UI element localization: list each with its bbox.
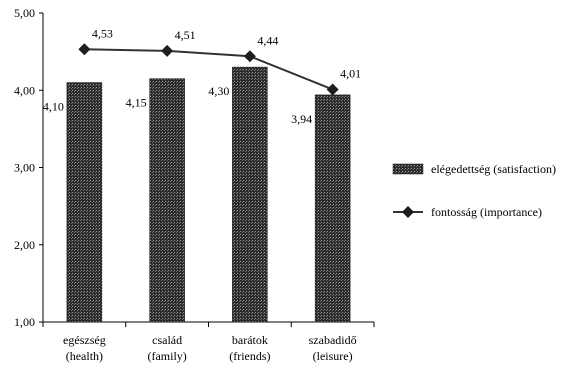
y-tick-label: 5,00 — [14, 6, 35, 20]
x-tick-label-line: (health) — [66, 349, 103, 363]
importance-point — [161, 44, 174, 57]
x-tick-label-line: (family) — [147, 349, 186, 363]
legend: elégedettség (satisfaction) fontosság (im… — [392, 162, 556, 219]
legend-satisfaction-label: elégedettség (satisfaction) — [431, 162, 556, 176]
x-tick-label: szabadidő (leisure) — [309, 333, 357, 363]
satisfaction-label: 4,30 — [208, 84, 229, 98]
x-tick-label-line: barátok — [232, 333, 268, 347]
x-tick-label: család (family) — [147, 333, 186, 363]
importance-series-line — [84, 48, 333, 91]
importance-point — [243, 50, 256, 63]
x-tick-label: barátok (friends) — [229, 333, 270, 363]
bar — [232, 66, 268, 323]
x-tick-label-line: (leisure) — [313, 349, 353, 363]
legend-importance-marker — [402, 206, 414, 218]
y-tick-label: 2,00 — [14, 238, 35, 252]
importance-label: 4,44 — [257, 33, 278, 47]
bars — [66, 66, 351, 323]
satisfaction-label: 3,94 — [291, 112, 312, 126]
legend-importance-label: fontosság (importance) — [431, 205, 542, 219]
bar — [149, 78, 185, 323]
x-tick-label-line: család — [152, 333, 182, 347]
bar — [314, 94, 351, 323]
x-tick-label: egészség (health) — [63, 333, 106, 363]
y-tick-label: 3,00 — [14, 161, 35, 175]
importance-label: 4,51 — [175, 28, 196, 42]
data-labels: 4,10 4,15 4,30 3,94 4,53 4,51 4,44 4,01 — [43, 26, 361, 126]
bar — [66, 82, 103, 323]
importance-label: 4,01 — [340, 66, 361, 80]
y-tick-label: 4,00 — [14, 83, 35, 97]
x-tick-label-line: szabadidő — [309, 333, 357, 347]
importance-line — [78, 43, 339, 96]
legend-satisfaction-swatch — [392, 163, 424, 175]
y-tick-label: 1,00 — [14, 315, 35, 329]
importance-point — [326, 83, 339, 96]
x-tick-label-line: (friends) — [229, 349, 270, 363]
importance-point — [78, 43, 91, 56]
importance-label: 4,53 — [92, 26, 113, 40]
axes: 1,00 2,00 3,00 4,00 5,00 egészség (health) csal… — [14, 6, 375, 363]
satisfaction-label: 4,15 — [126, 96, 147, 110]
x-tick-label-line: egészség — [63, 333, 106, 347]
satisfaction-label: 4,10 — [43, 100, 64, 114]
